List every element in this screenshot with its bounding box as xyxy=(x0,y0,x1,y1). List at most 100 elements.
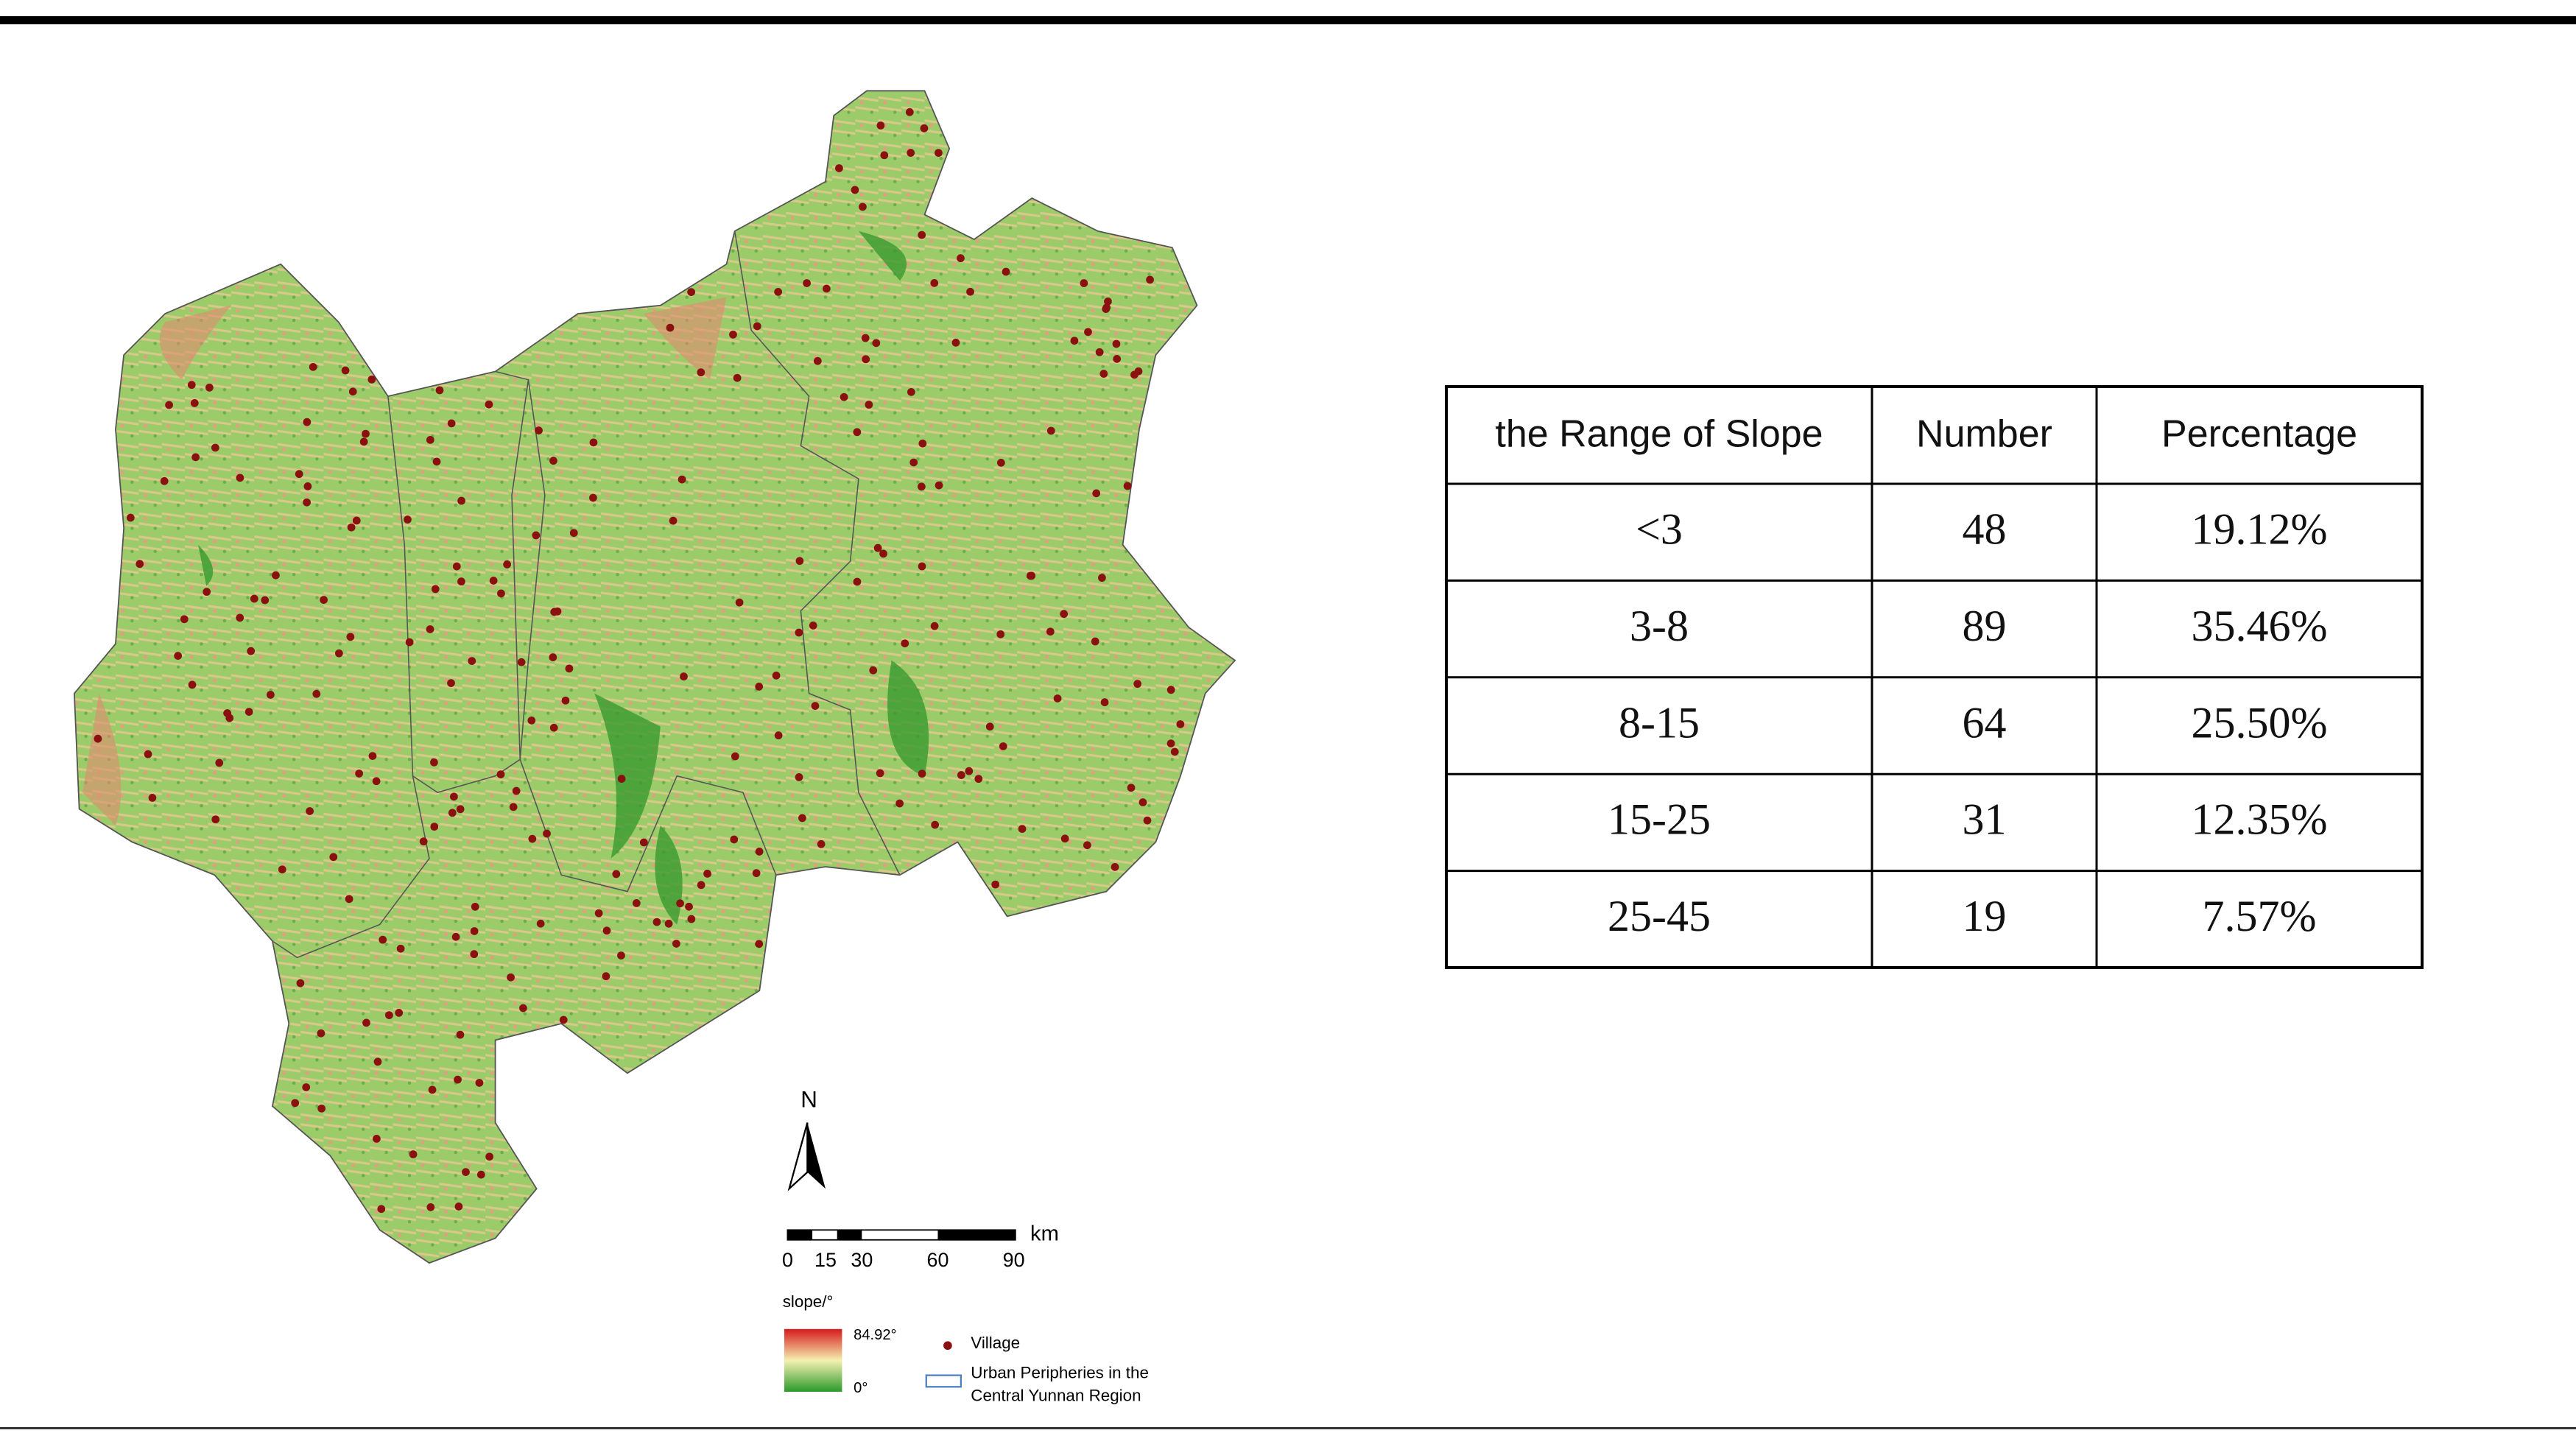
scale-bar xyxy=(786,1229,1016,1241)
village xyxy=(1027,571,1036,580)
village xyxy=(602,926,611,935)
village xyxy=(666,323,675,332)
village xyxy=(373,1135,381,1143)
village xyxy=(295,470,303,479)
village xyxy=(895,799,904,808)
village xyxy=(527,716,536,725)
legend-boundary: Central Yunnan Region xyxy=(971,1387,1141,1405)
village xyxy=(966,287,974,296)
village xyxy=(731,752,739,761)
village xyxy=(851,186,859,194)
legend-boundary-symbol xyxy=(925,1374,962,1388)
village xyxy=(470,950,479,959)
scale-label: 30 xyxy=(851,1249,873,1271)
village xyxy=(553,607,562,616)
village xyxy=(795,773,803,781)
village xyxy=(1046,627,1055,636)
village xyxy=(507,973,515,982)
village xyxy=(1123,482,1132,490)
village xyxy=(471,902,479,911)
village xyxy=(996,458,1005,467)
village xyxy=(561,696,570,705)
village xyxy=(1070,337,1079,345)
village xyxy=(317,1029,325,1038)
map: N km 0 15 30 60 90 slope/° 84.92° 0° Vil… xyxy=(73,90,1236,1405)
village xyxy=(669,516,678,525)
village xyxy=(261,596,270,605)
village xyxy=(536,919,545,928)
village xyxy=(303,482,312,490)
village xyxy=(136,560,144,568)
village xyxy=(1095,348,1104,356)
village xyxy=(772,671,781,680)
village xyxy=(426,1203,435,1211)
village xyxy=(435,386,444,395)
village xyxy=(676,899,684,908)
village xyxy=(368,752,377,760)
village xyxy=(840,392,848,401)
village xyxy=(187,381,196,390)
village xyxy=(396,944,405,953)
village xyxy=(244,708,253,717)
village xyxy=(451,932,460,941)
village xyxy=(869,666,878,675)
village xyxy=(320,596,328,604)
village xyxy=(419,837,428,846)
village xyxy=(935,149,943,157)
village xyxy=(503,560,511,568)
header-cell: Number xyxy=(1916,413,2052,456)
village xyxy=(865,401,873,409)
village xyxy=(191,453,200,462)
village xyxy=(470,927,479,935)
village xyxy=(266,691,275,699)
village xyxy=(236,473,244,482)
table-cell: 48 xyxy=(1963,504,2007,553)
village xyxy=(428,1085,437,1094)
village xyxy=(730,835,739,844)
village xyxy=(811,702,820,710)
village xyxy=(1134,367,1143,376)
village xyxy=(755,940,764,948)
table-cell: 31 xyxy=(1963,795,2007,844)
village xyxy=(203,588,211,596)
village xyxy=(1112,339,1121,348)
village xyxy=(1060,610,1069,619)
village xyxy=(126,513,135,522)
village xyxy=(918,439,927,448)
village xyxy=(991,880,1000,889)
village xyxy=(951,338,960,347)
village xyxy=(907,149,915,157)
village xyxy=(372,777,381,786)
village xyxy=(448,809,457,817)
village xyxy=(974,775,983,784)
village xyxy=(862,355,870,364)
village xyxy=(859,203,867,211)
village xyxy=(430,823,439,831)
top-rule xyxy=(0,16,2576,24)
header-cell: the Range of Slope xyxy=(1495,413,1823,456)
village xyxy=(1104,297,1112,306)
village xyxy=(426,625,434,633)
village xyxy=(795,628,803,637)
village xyxy=(813,356,822,365)
village xyxy=(309,362,317,371)
north-arrow xyxy=(807,1122,826,1189)
village xyxy=(957,771,965,779)
village xyxy=(985,722,994,731)
village xyxy=(1166,686,1175,694)
village xyxy=(1046,426,1055,435)
village xyxy=(1170,747,1179,756)
village xyxy=(920,124,929,133)
scale-label: 90 xyxy=(1003,1249,1025,1271)
village xyxy=(1102,303,1111,312)
table-cell: 15-25 xyxy=(1608,795,1711,844)
village xyxy=(589,438,598,447)
legend-title: slope/° xyxy=(783,1292,834,1311)
boundaries xyxy=(272,230,901,959)
north-label: N xyxy=(800,1087,817,1113)
village xyxy=(1060,834,1069,843)
village xyxy=(334,649,343,658)
village xyxy=(697,881,705,890)
village xyxy=(165,401,173,409)
